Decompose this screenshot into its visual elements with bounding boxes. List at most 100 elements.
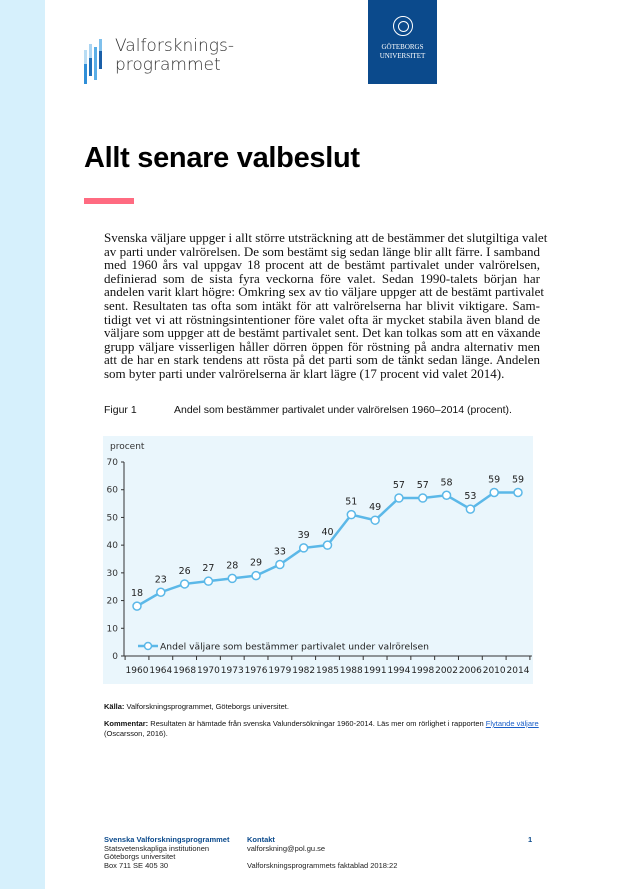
comment-tail: (Oscarsson, 2016). [104, 729, 168, 738]
data-point [513, 487, 523, 498]
body-line: andelen varit klart högre: Omkring sex a… [104, 284, 545, 300]
data-label: 28 [226, 560, 238, 571]
x-tick-label: 1988 [340, 666, 363, 676]
data-point [203, 576, 214, 586]
x-tick-label: 1968 [173, 666, 196, 676]
footer-uni: Göteborgs universitet [104, 852, 176, 862]
comment-label: Kommentar: [104, 719, 149, 728]
body-text: Svenska väljare uppger i allt större uts… [104, 230, 548, 381]
source-note: Källa: Valforskningsprogrammet, Göteborg… [104, 702, 544, 712]
y-axis-label: procent [110, 442, 145, 452]
university-seal-icon [392, 16, 413, 36]
legend-label: Andel väljare som bestämmer partivalet u… [160, 642, 429, 653]
x-tick-label: 1991 [364, 666, 387, 676]
figure-label: Figur 1 [104, 404, 137, 416]
footer-address-line: Box 711 SE 405 30 [104, 860, 169, 870]
chart-panel: procent 0 10 20 30 40 50 60 70 1960 1964 1968 1970 19… [103, 436, 533, 684]
data-label: 57 [393, 480, 405, 491]
data-point [156, 587, 166, 598]
y-tick-label: 10 [107, 624, 119, 634]
data-label: 59 [512, 474, 524, 485]
valforskning-logo-icon [84, 39, 102, 84]
body-line: sent. Resultaten tas ofta som intäkt för… [104, 297, 540, 313]
data-point [227, 573, 237, 584]
y-tick-label: 50 [107, 513, 119, 523]
body-line: av parti under valrörelsen. De som bestä… [104, 243, 540, 259]
body-line: som byter parti under valrörelserna är k… [104, 365, 505, 381]
y-tick-label: 70 [107, 458, 119, 468]
logo-line-1: Valforsknings- [115, 36, 234, 56]
data-point [132, 601, 142, 611]
body-line: att de har en stark tendens att rösta på… [104, 352, 540, 368]
footer-org: Svenska Valforskningsprogrammet [104, 835, 230, 844]
data-label: 51 [345, 497, 357, 508]
report-link[interactable]: Flytande väljare [485, 719, 539, 728]
data-point [251, 570, 261, 581]
university-line-1: GÖTEBORGS [381, 43, 424, 51]
y-tick-label: 30 [107, 569, 119, 579]
y-tick-label: 40 [107, 541, 119, 551]
comment-note: Kommentar: Resultaten är hämtade från sv… [104, 719, 544, 739]
footer-address: Svenska Valforskningsprogrammet Statsvet… [104, 835, 230, 870]
body-line: tidigt vet vi att röstningsintentioner f… [104, 311, 540, 327]
page-title: Allt senare valbeslut [84, 142, 360, 174]
data-point [275, 559, 285, 570]
data-label: 27 [202, 563, 214, 574]
data-point [489, 487, 499, 498]
x-tick-label: 1976 [245, 666, 268, 676]
x-tick-label: 2006 [459, 666, 482, 676]
side-strip [0, 0, 45, 889]
x-tick-label: 1982 [292, 666, 315, 676]
data-point [179, 579, 190, 589]
data-point [370, 515, 380, 525]
footer-contact: Kontakt valforskning@pol.gu.se Valforskn… [247, 835, 397, 870]
comment-text: Resultaten är hämtade från svenska Valun… [148, 719, 486, 728]
body-line: grupp väljare visserligen håller dörren … [104, 338, 540, 354]
data-label: 57 [417, 480, 429, 491]
data-label: 26 [179, 566, 191, 577]
data-point [465, 504, 476, 514]
x-tick-label: 2002 [435, 666, 458, 676]
x-tick-label: 1970 [197, 666, 220, 676]
contact-email[interactable]: valforskning@pol.gu.se [247, 843, 326, 853]
data-point [441, 490, 452, 501]
data-label: 39 [298, 530, 310, 541]
body-line: med 1960 års val uppgav 18 procent att d… [104, 257, 540, 273]
data-label: 49 [369, 502, 381, 513]
data-label: 59 [488, 474, 500, 485]
data-point [394, 493, 404, 503]
y-tick-label: 20 [107, 597, 119, 607]
university-logo: GÖTEBORGS UNIVERSITET [368, 0, 437, 84]
contact-label: Kontakt [247, 835, 275, 844]
x-tick-label: 1998 [411, 666, 434, 676]
data-label: 23 [155, 574, 167, 585]
y-tick-label: 0 [112, 652, 118, 662]
data-label: 53 [464, 491, 476, 502]
data-label: 18 [131, 588, 143, 599]
x-tick-label: 1985 [316, 666, 339, 676]
page-number: 1 [528, 835, 533, 844]
accent-bar [84, 198, 134, 204]
body-line: Svenska väljare uppger i allt större uts… [104, 230, 548, 245]
body-line: definierad som de sista fyra veckorna fö… [104, 270, 540, 286]
data-point [418, 493, 428, 503]
data-label: 29 [250, 558, 262, 569]
data-point [322, 540, 333, 550]
university-line-2: UNIVERSITET [379, 52, 426, 60]
x-tick-label: 2014 [507, 666, 530, 676]
logo-text: Valforsknings-programmet [115, 37, 234, 75]
x-tick-label: 1964 [149, 666, 172, 676]
data-point [346, 509, 357, 520]
data-point [298, 543, 309, 553]
x-tick-label: 2010 [483, 666, 506, 676]
y-tick-label: 60 [107, 486, 119, 496]
data-label: 58 [441, 477, 453, 488]
x-tick-label: 1994 [387, 666, 410, 676]
figure-caption: Andel som bestämmer partivalet under val… [174, 404, 512, 416]
x-tick-label: 1960 [126, 666, 149, 676]
x-tick-label: 1973 [221, 666, 244, 676]
logo-line-2: programmet [115, 55, 221, 75]
source-text: Valforskningsprogrammet, Göteborgs unive… [124, 702, 289, 711]
legend-marker [143, 641, 153, 651]
